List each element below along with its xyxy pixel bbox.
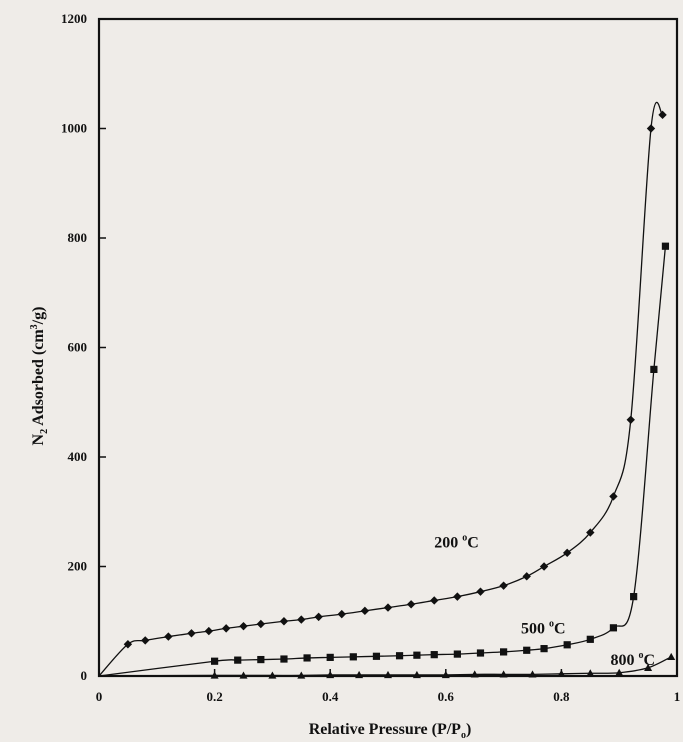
data-point: [239, 671, 248, 679]
data-point: [239, 621, 248, 631]
data-point: [615, 668, 624, 676]
data-point: [476, 587, 485, 596]
data-point: [326, 670, 335, 679]
series-line: [98, 656, 672, 677]
data-point: [586, 635, 594, 643]
data-point: [609, 624, 618, 632]
data-point: [337, 609, 346, 619]
data-point: [406, 600, 416, 609]
data-point: [395, 652, 404, 660]
data-point: [280, 655, 288, 663]
y-tick-label: 0: [81, 668, 88, 683]
data-point: [268, 671, 277, 679]
data-point: [650, 365, 658, 373]
data-point: [355, 670, 364, 679]
data-point: [626, 415, 635, 424]
data-point: [430, 651, 438, 659]
data-point: [413, 651, 421, 659]
data-point: [644, 663, 653, 671]
data-point: [563, 641, 571, 649]
data-point: [326, 653, 334, 661]
y-axis-title: N2 Adsorbed (cm3/g): [29, 307, 50, 446]
data-point: [500, 648, 508, 656]
data-point: [349, 653, 357, 661]
y-tick-label: 1000: [61, 121, 87, 136]
data-point: [523, 646, 531, 654]
data-point: [430, 596, 439, 605]
data-point: [499, 581, 508, 590]
data-point: [476, 649, 485, 657]
data-point: [540, 645, 548, 653]
data-point: [221, 624, 231, 633]
x-tick-label: 0: [96, 689, 103, 704]
data-point: [557, 669, 566, 678]
data-point: [441, 670, 450, 679]
data-point: [453, 592, 462, 601]
data-point: [314, 612, 323, 622]
x-tick-label: 0.8: [553, 689, 570, 704]
series-2: [98, 652, 676, 679]
data-point: [360, 606, 370, 616]
y-tick-label: 400: [68, 449, 88, 464]
data-point: [630, 593, 638, 601]
data-point: [187, 629, 196, 638]
data-point: [164, 632, 173, 641]
data-point: [667, 652, 676, 661]
data-point: [539, 562, 549, 571]
data-point: [257, 655, 265, 664]
data-point: [210, 671, 219, 679]
data-point: [384, 670, 392, 679]
series-0: [98, 101, 667, 677]
data-point: [204, 626, 214, 636]
data-point: [123, 640, 133, 649]
data-point: [211, 657, 219, 665]
data-point: [256, 619, 266, 629]
data-point: [279, 617, 289, 626]
series-label: 200 oC: [434, 532, 479, 551]
series-1: [98, 242, 670, 677]
data-point: [658, 110, 667, 120]
data-point: [453, 650, 461, 658]
data-point: [234, 656, 242, 664]
x-axis-title: Relative Pressure (P/Po): [309, 721, 472, 741]
series-label: 500 oC: [521, 618, 566, 637]
data-point: [562, 548, 572, 558]
data-point: [470, 670, 479, 678]
plot-frame: [97, 17, 679, 678]
data-point: [499, 670, 508, 678]
data-point: [383, 603, 393, 612]
data-point: [303, 654, 311, 662]
x-tick-label: 1: [674, 689, 681, 704]
data-point: [297, 615, 306, 624]
data-point: [586, 528, 595, 537]
data-point: [297, 671, 306, 679]
x-tick-label: 0.6: [438, 689, 455, 704]
x-tick-label: 0.4: [322, 689, 339, 704]
y-tick-label: 800: [68, 230, 88, 245]
series-label: 800 oC: [611, 650, 656, 669]
data-point: [586, 669, 595, 677]
x-tick-label: 0.2: [206, 689, 222, 704]
data-point: [528, 670, 537, 678]
y-tick-label: 200: [68, 559, 88, 574]
data-point: [141, 636, 150, 645]
data-point: [646, 124, 656, 133]
data-point: [522, 572, 531, 581]
y-tick-label: 600: [68, 340, 88, 355]
series-line: [98, 101, 664, 677]
data-point: [372, 652, 381, 660]
series-line: [98, 246, 667, 677]
data-point: [609, 492, 618, 501]
data-point: [661, 242, 670, 250]
y-tick-label: 1200: [61, 11, 87, 26]
data-point: [412, 670, 421, 679]
